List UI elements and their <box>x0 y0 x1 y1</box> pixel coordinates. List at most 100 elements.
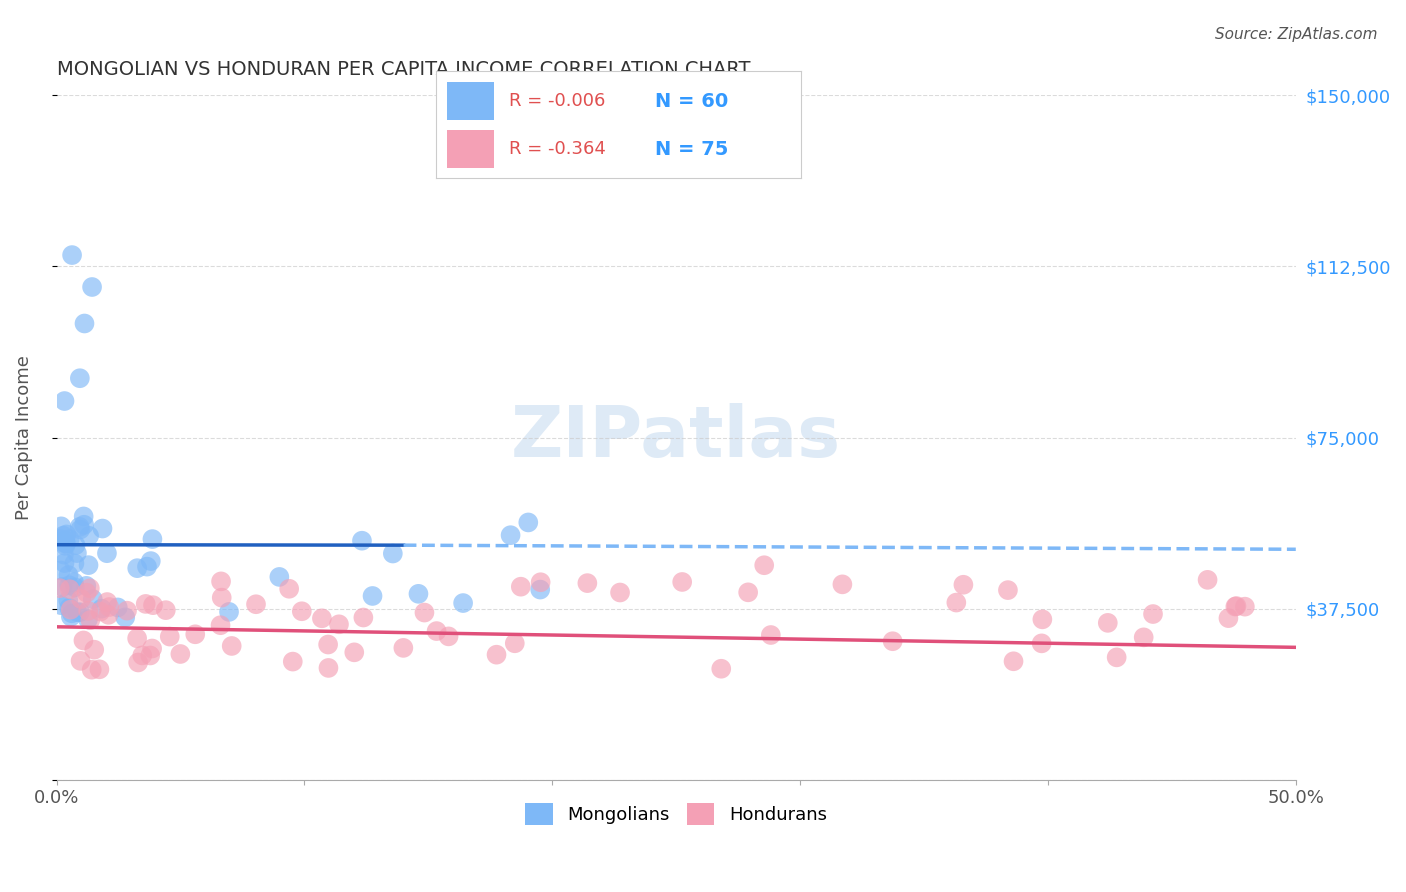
Mongolians <box>80 280 103 294</box>
Mongolians <box>53 533 76 548</box>
Hondurans <box>49 581 72 595</box>
Y-axis label: Per Capita Income: Per Capita Income <box>15 355 32 520</box>
Hondurans <box>1031 636 1053 650</box>
Hondurans <box>413 606 436 620</box>
Mongolians <box>141 532 163 546</box>
Mongolians <box>75 579 97 593</box>
Hondurans <box>70 592 93 607</box>
Hondurans <box>115 604 138 618</box>
Hondurans <box>710 662 733 676</box>
Hondurans <box>98 600 121 615</box>
Mongolians <box>55 539 77 553</box>
Hondurans <box>437 629 460 643</box>
Hondurans <box>291 604 314 618</box>
Hondurans <box>169 647 191 661</box>
Text: N = 60: N = 60 <box>655 92 728 111</box>
Mongolians <box>69 605 91 619</box>
Hondurans <box>211 591 233 605</box>
Mongolians <box>63 580 86 594</box>
Mongolians <box>77 529 100 543</box>
Hondurans <box>159 630 181 644</box>
Mongolians <box>58 568 80 582</box>
Mongolians <box>49 563 72 577</box>
Hondurans <box>737 585 759 599</box>
Hondurans <box>131 648 153 663</box>
Mongolians <box>529 582 551 597</box>
Mongolians <box>90 601 112 615</box>
Hondurans <box>609 585 631 599</box>
Hondurans <box>155 603 177 617</box>
Mongolians <box>107 600 129 615</box>
Hondurans <box>139 648 162 663</box>
Hondurans <box>278 582 301 596</box>
Hondurans <box>209 574 232 589</box>
Hondurans <box>184 627 207 641</box>
Mongolians <box>114 610 136 624</box>
Hondurans <box>503 636 526 650</box>
Hondurans <box>135 597 157 611</box>
Hondurans <box>576 576 599 591</box>
Bar <box>447 82 495 120</box>
Hondurans <box>343 645 366 659</box>
Mongolians <box>58 600 80 615</box>
Mongolians <box>60 248 83 262</box>
Text: ZIPatlas: ZIPatlas <box>512 403 841 472</box>
Mongolians <box>451 596 474 610</box>
Hondurans <box>311 611 333 625</box>
Mongolians <box>65 538 87 552</box>
Hondurans <box>76 585 98 599</box>
Mongolians <box>51 519 73 533</box>
Hondurans <box>1197 573 1219 587</box>
Hondurans <box>1142 607 1164 621</box>
Mongolians <box>361 589 384 603</box>
Mongolians <box>55 536 77 550</box>
Hondurans <box>1097 615 1119 630</box>
Hondurans <box>754 558 776 573</box>
Hondurans <box>221 639 243 653</box>
Hondurans <box>1218 611 1240 625</box>
Hondurans <box>1002 654 1025 668</box>
Hondurans <box>316 638 339 652</box>
Hondurans <box>79 582 101 596</box>
Mongolians <box>49 598 72 612</box>
Hondurans <box>69 654 91 668</box>
Mongolians <box>69 523 91 537</box>
Hondurans <box>142 598 165 612</box>
Mongolians <box>77 558 100 573</box>
Hondurans <box>318 661 340 675</box>
Hondurans <box>1132 631 1154 645</box>
Hondurans <box>530 575 553 590</box>
Mongolians <box>52 548 75 562</box>
Text: Source: ZipAtlas.com: Source: ZipAtlas.com <box>1215 27 1378 42</box>
Mongolians <box>69 371 91 385</box>
Hondurans <box>83 642 105 657</box>
Hondurans <box>89 662 111 676</box>
Mongolians <box>63 557 86 571</box>
Hondurans <box>997 583 1019 598</box>
Hondurans <box>127 632 149 646</box>
Mongolians <box>66 546 89 560</box>
Mongolians <box>350 533 373 548</box>
Mongolians <box>49 532 72 546</box>
Hondurans <box>1031 612 1053 626</box>
Mongolians <box>55 536 77 550</box>
Text: R = -0.006: R = -0.006 <box>509 93 606 111</box>
Text: N = 75: N = 75 <box>655 140 728 159</box>
Hondurans <box>59 582 82 597</box>
Mongolians <box>69 520 91 534</box>
Mongolians <box>82 592 104 607</box>
Hondurans <box>509 580 531 594</box>
Mongolians <box>73 509 96 524</box>
Text: R = -0.364: R = -0.364 <box>509 141 606 159</box>
Hondurans <box>352 610 374 624</box>
Mongolians <box>66 605 89 619</box>
Mongolians <box>58 578 80 592</box>
Hondurans <box>281 655 304 669</box>
Mongolians <box>96 546 118 560</box>
Mongolians <box>73 317 96 331</box>
Mongolians <box>381 547 404 561</box>
Hondurans <box>209 618 232 632</box>
Hondurans <box>79 613 101 627</box>
Hondurans <box>426 624 449 638</box>
Hondurans <box>245 597 267 611</box>
